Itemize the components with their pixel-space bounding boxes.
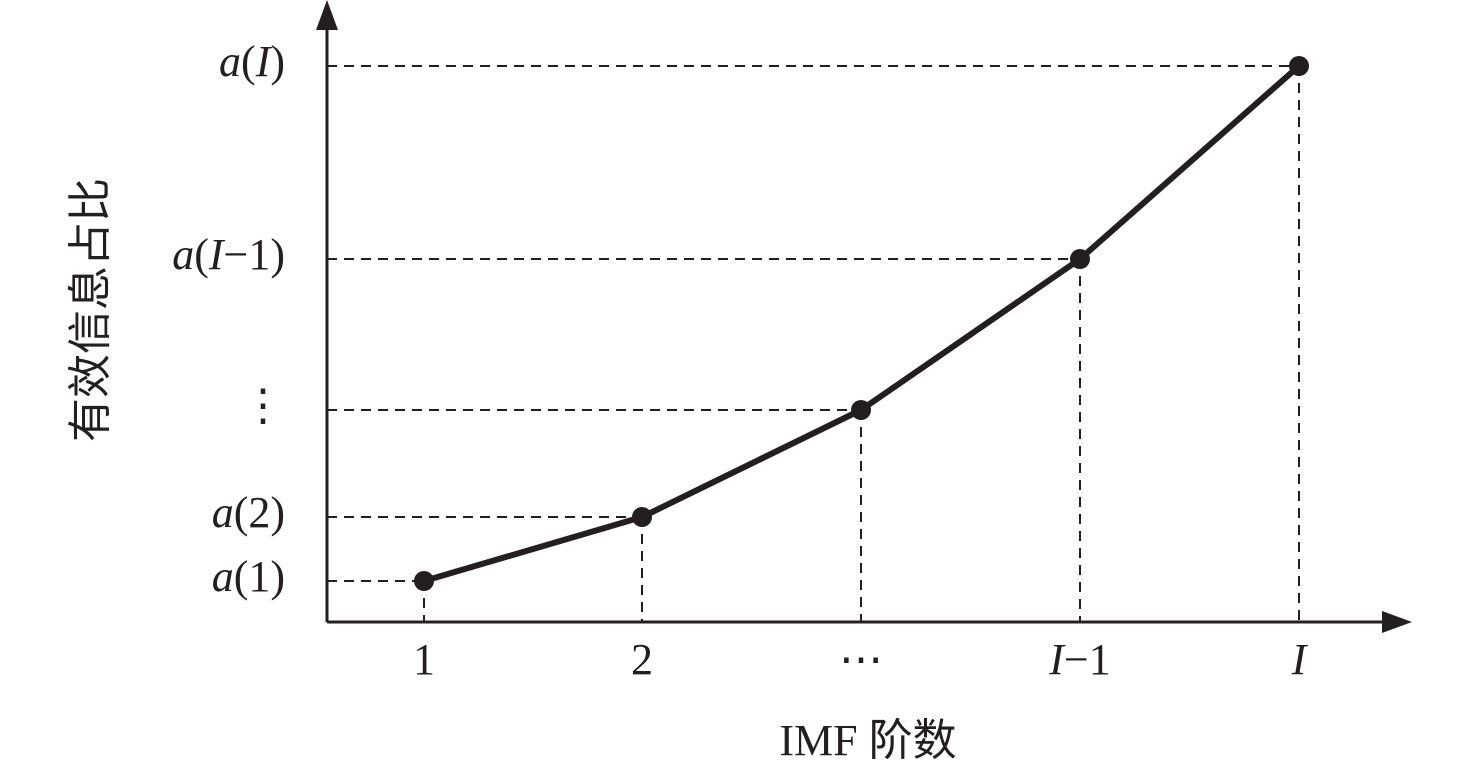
x-label: 2: [631, 635, 653, 684]
plot: 1 2 ⋯ I−1 Ia(1) a(2) ⋮ a(I−1) a(I): [172, 37, 1309, 684]
x-label: I: [1291, 635, 1309, 684]
x-label: ⋯: [839, 635, 883, 684]
x-label: 1: [413, 635, 435, 684]
point: [1289, 56, 1309, 76]
y-label: ⋮: [241, 381, 285, 430]
y-label: a(I): [219, 37, 285, 86]
x-axis-title: IMF 阶数: [779, 716, 956, 765]
y-label: a(2): [212, 488, 285, 537]
point: [414, 571, 434, 591]
y-label: a(1): [212, 552, 285, 601]
point: [851, 400, 871, 420]
point: [632, 507, 652, 527]
y-label: a(I−1): [172, 230, 285, 279]
y-arrow: [316, 0, 338, 30]
y-axis-title: 有效信息占比: [66, 178, 115, 442]
x-arrow: [1382, 611, 1412, 633]
point: [1070, 249, 1090, 269]
x-label: I−1: [1048, 635, 1110, 684]
